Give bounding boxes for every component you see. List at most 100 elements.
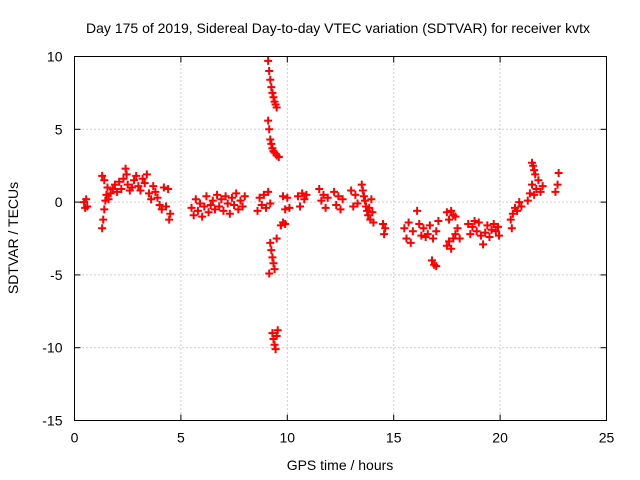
- data-point: [483, 221, 492, 230]
- data-point: [262, 203, 271, 212]
- data-point: [506, 215, 515, 224]
- data-point: [221, 192, 230, 201]
- data-point: [225, 209, 234, 218]
- data-point: [513, 206, 522, 215]
- y-tick-label: -5: [50, 267, 63, 283]
- data-point: [100, 176, 109, 185]
- data-point: [364, 211, 373, 220]
- data-point: [268, 253, 277, 262]
- data-point: [196, 199, 205, 208]
- x-axis-label: GPS time / hours: [287, 457, 394, 473]
- data-point: [323, 193, 332, 202]
- data-point: [406, 238, 415, 247]
- data-point: [265, 125, 274, 134]
- data-point: [491, 227, 500, 236]
- data-point: [269, 259, 278, 268]
- data-point: [279, 192, 288, 201]
- data-point: [155, 201, 164, 210]
- data-point: [267, 246, 276, 255]
- data-point: [531, 170, 540, 179]
- data-point: [270, 265, 279, 274]
- data-point: [493, 222, 502, 231]
- data-point: [253, 206, 262, 215]
- data-point: [159, 183, 168, 192]
- data-point: [206, 201, 215, 210]
- data-point: [551, 187, 560, 196]
- data-point: [144, 189, 153, 198]
- data-point: [425, 221, 434, 230]
- data-point: [285, 203, 294, 212]
- data-point: [298, 189, 307, 198]
- data-point: [353, 199, 362, 208]
- data-point: [470, 217, 479, 226]
- data-point: [479, 240, 488, 249]
- data-point: [472, 227, 481, 236]
- data-point: [119, 174, 128, 183]
- data-point: [529, 161, 538, 170]
- x-axis-tick-labels: 0 5 10 15 20 25: [71, 430, 615, 446]
- data-point: [142, 170, 151, 179]
- data-point: [523, 196, 532, 205]
- data-point: [272, 234, 281, 243]
- data-point: [487, 225, 496, 234]
- data-point: [270, 340, 279, 349]
- data-point: [264, 116, 273, 125]
- data-point: [127, 183, 136, 192]
- data-point: [367, 195, 376, 204]
- data-point: [442, 208, 451, 217]
- data-point: [121, 164, 130, 173]
- x-tick-label: 25: [599, 430, 615, 446]
- data-point: [153, 193, 162, 202]
- data-point: [321, 203, 330, 212]
- data-point: [365, 203, 374, 212]
- data-point: [368, 208, 377, 217]
- data-point: [264, 56, 273, 65]
- data-point: [400, 224, 409, 233]
- data-points: [80, 56, 563, 354]
- data-point: [404, 218, 413, 227]
- x-tick-label: 10: [280, 430, 296, 446]
- data-point: [447, 206, 456, 215]
- data-point: [495, 231, 504, 240]
- data-point: [507, 224, 516, 233]
- data-point: [296, 202, 305, 211]
- y-axis-tick-labels: -15 -10 -5 0 5 10: [42, 49, 62, 429]
- data-point: [110, 180, 119, 189]
- data-point: [281, 205, 290, 214]
- data-point: [525, 189, 534, 198]
- data-point: [423, 230, 432, 239]
- data-point: [227, 193, 236, 202]
- data-point: [442, 241, 451, 250]
- data-point: [381, 224, 390, 233]
- data-point: [230, 201, 239, 210]
- data-point: [217, 195, 226, 204]
- data-point: [100, 205, 109, 214]
- chart-title: Day 175 of 2019, Sidereal Day-to-day VTE…: [86, 20, 590, 36]
- data-point: [265, 269, 274, 278]
- data-point: [103, 183, 112, 192]
- data-point: [300, 195, 309, 204]
- data-point: [204, 208, 213, 217]
- data-point: [445, 237, 454, 246]
- data-point: [359, 192, 368, 201]
- data-point: [257, 201, 266, 210]
- data-point: [219, 206, 228, 215]
- data-point: [536, 187, 545, 196]
- data-point: [349, 202, 358, 211]
- data-point: [83, 202, 92, 211]
- data-point: [419, 224, 428, 233]
- data-point: [123, 180, 132, 189]
- data-point: [271, 345, 280, 354]
- data-point: [269, 147, 278, 156]
- data-point: [213, 190, 222, 199]
- y-tick-label: -10: [42, 340, 62, 356]
- data-point: [530, 166, 539, 175]
- plot-frame: [74, 56, 607, 421]
- data-point: [147, 195, 156, 204]
- data-point: [267, 83, 276, 92]
- axis-ticks: [74, 56, 607, 421]
- data-point: [413, 206, 422, 215]
- data-point: [268, 329, 277, 338]
- data-point: [157, 205, 166, 214]
- data-point: [138, 174, 147, 183]
